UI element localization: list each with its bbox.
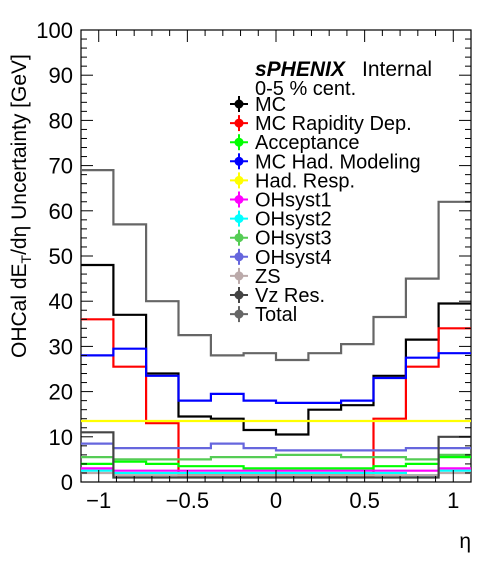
- legend-marker-dot: [234, 252, 244, 262]
- y-tick-label: 0: [61, 470, 73, 495]
- legend-entry-ohsyst4: OHsyst4: [230, 247, 332, 269]
- legend-label: OHsyst1: [255, 190, 332, 212]
- legend-entry-ohsyst1: OHsyst1: [230, 190, 332, 212]
- legend-label: Total: [255, 304, 297, 326]
- legend-entry-ohsyst3: OHsyst3: [230, 228, 332, 250]
- y-tick-label: 10: [49, 425, 73, 450]
- legend-label: Had. Resp.: [255, 170, 355, 192]
- legend-label: Acceptance: [255, 132, 360, 154]
- y-tick-label: 20: [49, 380, 73, 405]
- legend-entry-acceptance: Acceptance: [230, 132, 360, 154]
- x-tick-label: 0: [270, 488, 282, 513]
- y-axis-title: OHCal dET/dη Uncertainty [GeV]: [8, 54, 34, 358]
- series-line-ohsyst4: [81, 442, 471, 452]
- y-axis-title-main: OHCal dE: [8, 263, 31, 358]
- x-tick-label: −0.5: [166, 488, 209, 513]
- x-tick-label: 1: [447, 488, 459, 513]
- legend-entry-had-resp: Had. Resp.: [230, 170, 355, 192]
- legend-label: OHsyst4: [255, 247, 332, 269]
- series-line-mc-had-modeling: [81, 347, 471, 404]
- legend-marker-dot: [234, 195, 244, 204]
- legend-marker-dot: [234, 99, 244, 109]
- header-brand: sPHENIX: [255, 58, 347, 81]
- y-axis-title-subscript: T: [18, 254, 34, 263]
- y-tick-label: 80: [49, 108, 73, 133]
- x-tick-label: 0.5: [349, 488, 380, 513]
- legend-entry-vz-res: Vz Res.: [230, 285, 325, 307]
- legend-label: OHsyst2: [255, 209, 332, 231]
- legend-label: MC Had. Modeling: [255, 151, 421, 173]
- legend-marker-dot: [234, 156, 244, 166]
- legend-label: Vz Res.: [255, 285, 325, 307]
- series-layer: [81, 169, 471, 479]
- header-centrality: 0-5 % cent.: [255, 78, 356, 100]
- legend-marker-dot: [234, 309, 244, 319]
- legend-entry-ohsyst2: OHsyst2: [230, 209, 332, 231]
- legend-entry-mc-had-modeling: MC Had. Modeling: [230, 151, 421, 173]
- header-status: Internal: [362, 58, 432, 81]
- series-line-acceptance: [81, 456, 471, 470]
- legend-marker-dot: [234, 175, 244, 185]
- legend-label: MC Rapidity Dep.: [255, 113, 412, 135]
- y-tick-label: 50: [49, 244, 73, 269]
- series-line-ohsyst3: [81, 453, 471, 461]
- x-tick-label: −1: [86, 488, 111, 513]
- legend-label: OHsyst3: [255, 228, 332, 250]
- y-tick-label: 90: [49, 63, 73, 88]
- legend-marker-dot: [234, 214, 244, 224]
- y-tick-label: 70: [49, 154, 73, 179]
- y-axis-title-rest: /dη Uncertainty [GeV]: [8, 54, 31, 255]
- y-tick-label: 100: [36, 18, 73, 43]
- y-tick-label: 40: [49, 289, 73, 314]
- legend-marker-dot: [234, 137, 244, 147]
- legend-label: MC: [255, 94, 286, 116]
- legend-entry-mc-rapidity-dep: MC Rapidity Dep.: [230, 113, 412, 135]
- x-axis-title: η: [459, 530, 471, 553]
- legend-entry-zs: ZS: [230, 266, 281, 288]
- legend-marker-dot: [234, 290, 244, 300]
- legend-entry-total: Total: [230, 304, 297, 326]
- legend-entry-mc: MC: [230, 94, 286, 116]
- legend-marker-dot: [234, 233, 244, 243]
- y-tick-label: 60: [49, 199, 73, 224]
- legend-marker-dot: [234, 271, 244, 281]
- series-line-mc-rapidity-dep: [81, 318, 471, 477]
- series-line-total: [81, 169, 471, 362]
- legend-label: ZS: [255, 266, 281, 288]
- legend-marker-dot: [234, 118, 244, 128]
- y-tick-label: 30: [49, 334, 73, 359]
